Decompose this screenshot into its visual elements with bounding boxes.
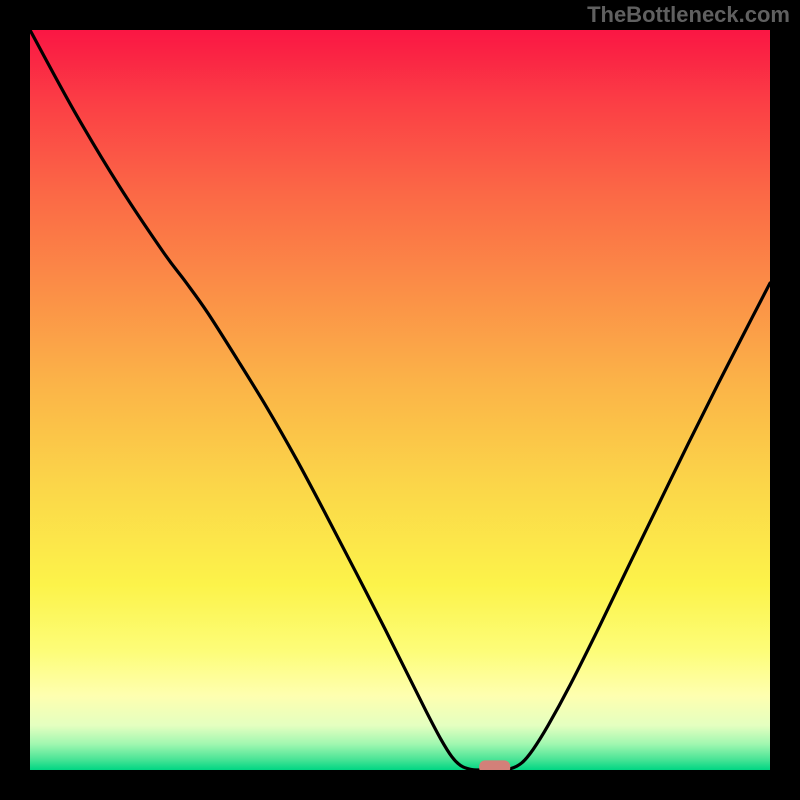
chart-svg <box>30 30 770 770</box>
chart-container: TheBottleneck.com <box>0 0 800 800</box>
bottleneck-marker <box>479 760 510 770</box>
plot-area <box>30 30 770 770</box>
watermark-text: TheBottleneck.com <box>587 2 790 28</box>
